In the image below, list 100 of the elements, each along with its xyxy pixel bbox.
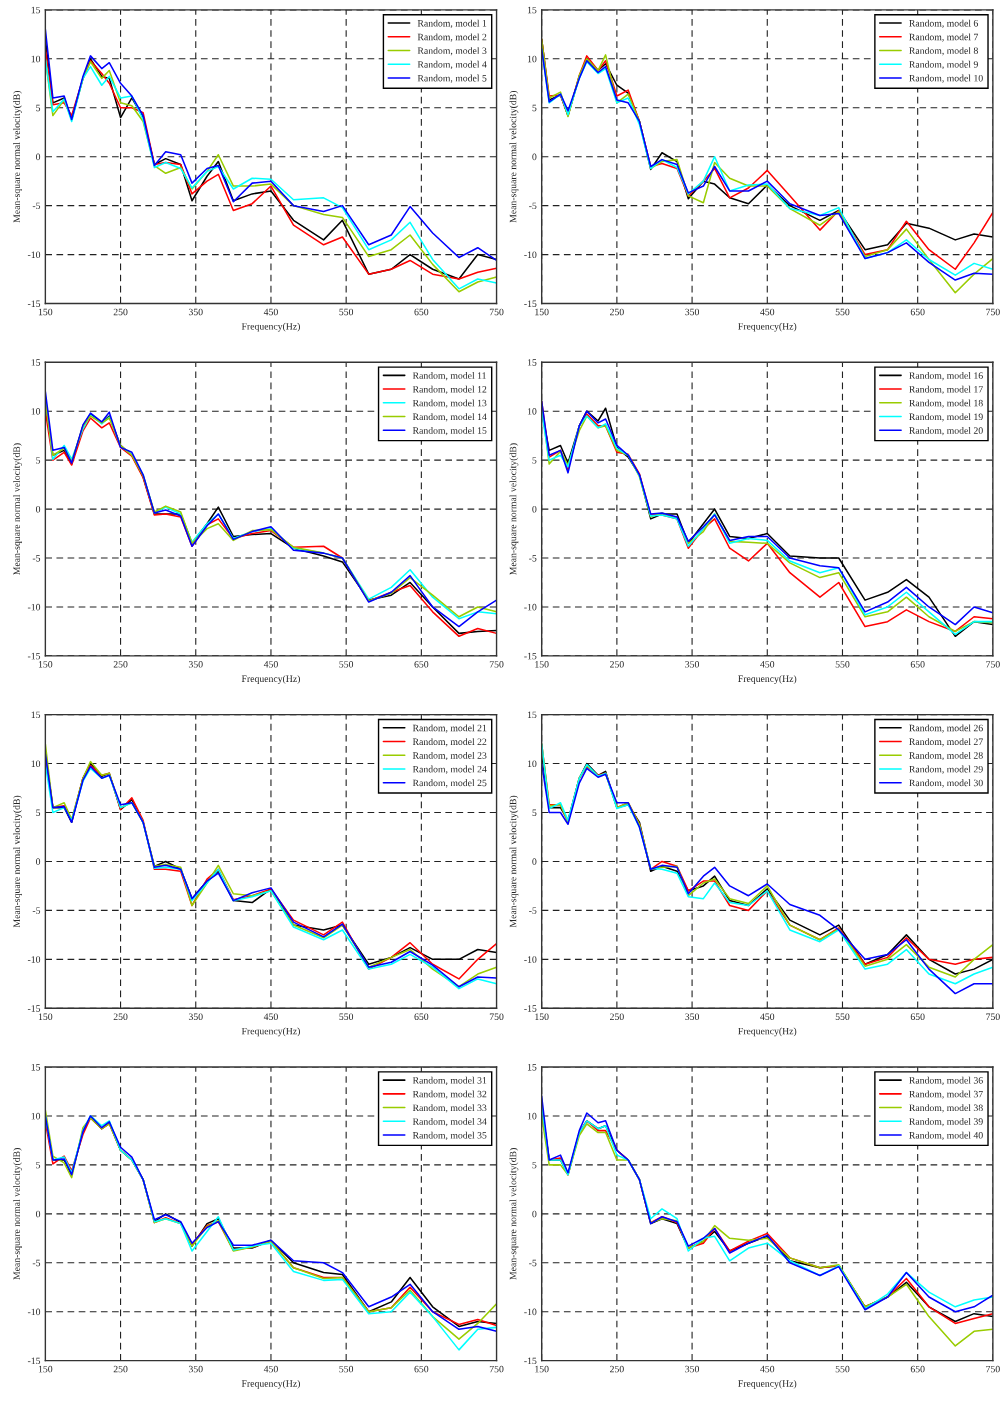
legend-label: Random, model 8 [909,47,978,56]
y-tick-label: -5 [529,555,537,562]
y-axis-title: Mean-square normal velocity(dB) [13,795,22,928]
x-tick-label: 250 [610,308,624,316]
y-tick-label: 10 [527,408,537,415]
legend-label: Random, model 13 [412,399,487,408]
legend-label: Random, model 9 [909,60,978,70]
y-tick-label: 15 [31,6,41,14]
x-tick-label: 250 [610,1013,624,1020]
x-axis-title: Frequency(Hz) [738,322,797,332]
y-tick-label: 5 [532,1161,537,1169]
legend-label: Random, model 19 [909,413,983,422]
legend-label: Random, model 27 [909,738,983,747]
x-tick-label: 750 [986,661,1000,668]
legend-label: Random, model 14 [412,413,487,422]
y-tick-label: 0 [532,153,537,161]
x-tick-label: 450 [760,1365,775,1373]
x-tick-label: 450 [263,1365,278,1373]
x-tick-label: 150 [38,308,53,316]
legend-label: Random, model 4 [417,60,487,70]
y-tick-label: 5 [532,104,537,112]
x-tick-label: 550 [339,661,354,668]
x-tick-label: 250 [113,1365,128,1373]
y-tick-label: 5 [36,104,41,112]
legend-label: Random, model 35 [412,1131,487,1140]
x-axis-title: Frequency(Hz) [241,675,300,684]
y-tick-label: -5 [529,202,537,210]
x-tick-label: 350 [188,1365,203,1373]
legend-label: Random, model 7 [909,33,979,42]
x-axis-title: Frequency(Hz) [738,675,797,684]
x-tick-label: 150 [535,308,549,316]
y-tick-label: 15 [31,1063,41,1071]
legend-label: Random, model 32 [412,1090,487,1099]
y-tick-label: 15 [527,711,537,719]
x-axis-title: Frequency(Hz) [241,1027,300,1037]
y-tick-label: 10 [527,760,537,768]
y-tick-label: 10 [31,408,41,415]
legend-label: Random, model 3 [417,47,487,56]
x-tick-label: 150 [38,1365,53,1373]
x-tick-label: 150 [38,661,53,668]
y-tick-label: -10 [27,251,41,259]
y-tick-label: 15 [31,359,41,366]
x-tick-label: 450 [760,308,775,316]
y-tick-label: 0 [36,858,41,865]
y-tick-label: -15 [524,1005,537,1012]
y-tick-label: -15 [524,300,537,307]
x-tick-label: 250 [610,661,624,668]
legend-label: Random, model 31 [412,1076,487,1086]
legend-label: Random, model 24 [412,765,487,774]
y-tick-label: 15 [31,711,41,719]
x-tick-label: 450 [760,1013,775,1020]
y-tick-label: 5 [532,457,537,464]
y-tick-label: 15 [527,359,537,366]
legend-label: Random, model 40 [909,1131,983,1140]
x-tick-label: 750 [986,308,1000,316]
y-tick-label: 5 [36,457,41,464]
x-tick-label: 550 [339,1365,354,1373]
y-tick-label: 15 [527,6,537,14]
y-tick-label: 10 [31,760,41,768]
y-axis-title: Mean-square normal velocity(dB) [509,443,519,575]
y-tick-label: 0 [36,153,41,161]
y-tick-label: -10 [524,603,537,611]
x-tick-label: 350 [685,1013,699,1020]
legend-label: Random, model 10 [909,74,983,83]
y-tick-label: -5 [32,907,41,914]
x-tick-label: 650 [910,661,925,668]
y-tick-label: 0 [36,1210,41,1218]
y-tick-label: -15 [27,652,41,660]
legend-label: Random, model 16 [909,372,983,381]
x-tick-label: 450 [760,661,775,668]
y-axis-title: Mean-square normal velocity(dB) [509,90,519,223]
y-tick-label: 10 [31,1112,41,1120]
legend-label: Random, model 12 [412,385,487,395]
legend-label: Random, model 33 [412,1104,487,1113]
x-tick-label: 350 [685,308,699,316]
legend-label: Random, model 22 [412,738,487,747]
x-tick-label: 650 [910,308,925,316]
legend-label: Random, model 28 [909,751,983,761]
x-tick-label: 150 [38,1013,53,1020]
y-tick-label: -15 [27,1005,41,1012]
y-tick-label: -10 [524,956,537,963]
x-axis-title: Frequency(Hz) [241,322,300,332]
x-tick-label: 250 [113,661,128,668]
x-tick-label: 550 [835,1365,850,1373]
legend-label: Random, model 23 [412,751,487,761]
x-tick-label: 750 [986,1365,1000,1373]
x-tick-label: 650 [414,1013,429,1020]
y-tick-label: -10 [27,956,41,963]
x-tick-label: 550 [339,308,354,316]
x-tick-label: 450 [263,661,278,668]
x-tick-label: 550 [835,1013,850,1020]
y-tick-label: 15 [527,1063,537,1071]
legend-label: Random, model 18 [909,399,983,408]
legend-label: Random, model 21 [412,724,487,733]
y-tick-label: -10 [27,1308,41,1316]
y-tick-label: 0 [532,1210,537,1218]
x-tick-label: 750 [489,1013,504,1020]
x-axis-title: Frequency(Hz) [738,1027,797,1037]
x-tick-label: 650 [414,661,429,668]
legend-label: Random, model 25 [412,779,487,788]
